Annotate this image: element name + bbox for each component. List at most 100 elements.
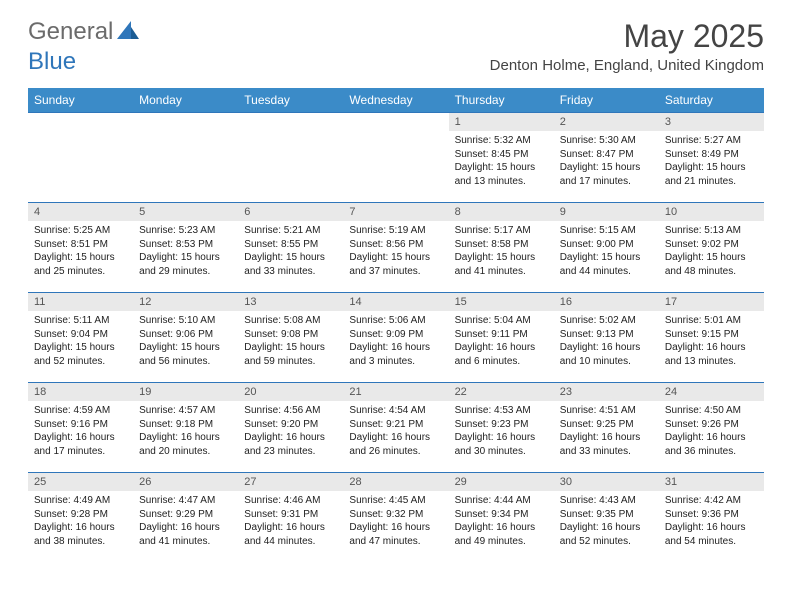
day-number: 9	[554, 203, 659, 221]
day-line: Sunrise: 4:45 AM	[349, 494, 442, 508]
day-line: Sunset: 9:36 PM	[665, 508, 758, 522]
day-line: and 30 minutes.	[455, 445, 548, 459]
day-line: Sunset: 8:53 PM	[139, 238, 232, 252]
day-line: and 21 minutes.	[665, 175, 758, 189]
day-number: 5	[133, 203, 238, 221]
day-line: Sunset: 9:06 PM	[139, 328, 232, 342]
calendar-table: SundayMondayTuesdayWednesdayThursdayFrid…	[28, 88, 764, 563]
day-line: Daylight: 15 hours	[455, 251, 548, 265]
day-line: and 52 minutes.	[560, 535, 653, 549]
day-line: Daylight: 16 hours	[139, 521, 232, 535]
calendar-day-cell: 18Sunrise: 4:59 AMSunset: 9:16 PMDayligh…	[28, 383, 133, 473]
day-line: Daylight: 15 hours	[244, 341, 337, 355]
day-line: Daylight: 16 hours	[665, 521, 758, 535]
weekday-header: Monday	[133, 88, 238, 113]
day-line: Sunrise: 5:30 AM	[560, 134, 653, 148]
day-text: Sunrise: 4:44 AMSunset: 9:34 PMDaylight:…	[449, 491, 554, 552]
day-line: and 44 minutes.	[560, 265, 653, 279]
day-line: Sunset: 9:20 PM	[244, 418, 337, 432]
day-text: Sunrise: 4:57 AMSunset: 9:18 PMDaylight:…	[133, 401, 238, 462]
calendar-day-cell: 17Sunrise: 5:01 AMSunset: 9:15 PMDayligh…	[659, 293, 764, 383]
day-text: Sunrise: 4:59 AMSunset: 9:16 PMDaylight:…	[28, 401, 133, 462]
day-line: and 41 minutes.	[455, 265, 548, 279]
day-number: 23	[554, 383, 659, 401]
day-line: Sunrise: 5:13 AM	[665, 224, 758, 238]
calendar-day-cell: 26Sunrise: 4:47 AMSunset: 9:29 PMDayligh…	[133, 473, 238, 563]
calendar-day-cell: 20Sunrise: 4:56 AMSunset: 9:20 PMDayligh…	[238, 383, 343, 473]
logo-text-blue: Blue	[28, 48, 76, 75]
day-number: 22	[449, 383, 554, 401]
day-line: Sunrise: 4:43 AM	[560, 494, 653, 508]
calendar-day-cell	[133, 113, 238, 203]
day-line: Sunset: 9:04 PM	[34, 328, 127, 342]
day-text: Sunrise: 4:50 AMSunset: 9:26 PMDaylight:…	[659, 401, 764, 462]
day-number: 14	[343, 293, 448, 311]
day-text: Sunrise: 4:56 AMSunset: 9:20 PMDaylight:…	[238, 401, 343, 462]
day-line: and 41 minutes.	[139, 535, 232, 549]
day-text: Sunrise: 4:45 AMSunset: 9:32 PMDaylight:…	[343, 491, 448, 552]
day-line: and 37 minutes.	[349, 265, 442, 279]
day-line: and 6 minutes.	[455, 355, 548, 369]
day-line: Sunset: 9:23 PM	[455, 418, 548, 432]
weekday-header: Tuesday	[238, 88, 343, 113]
day-line: Sunrise: 5:06 AM	[349, 314, 442, 328]
day-number: 12	[133, 293, 238, 311]
day-line: and 10 minutes.	[560, 355, 653, 369]
calendar-head: SundayMondayTuesdayWednesdayThursdayFrid…	[28, 88, 764, 113]
location-subtitle: Denton Holme, England, United Kingdom	[490, 57, 764, 74]
day-line: Sunrise: 5:32 AM	[455, 134, 548, 148]
day-line: Sunset: 9:18 PM	[139, 418, 232, 432]
day-number: 17	[659, 293, 764, 311]
calendar-day-cell: 29Sunrise: 4:44 AMSunset: 9:34 PMDayligh…	[449, 473, 554, 563]
day-text: Sunrise: 5:04 AMSunset: 9:11 PMDaylight:…	[449, 311, 554, 372]
calendar-day-cell: 19Sunrise: 4:57 AMSunset: 9:18 PMDayligh…	[133, 383, 238, 473]
day-text: Sunrise: 5:10 AMSunset: 9:06 PMDaylight:…	[133, 311, 238, 372]
day-line: and 54 minutes.	[665, 535, 758, 549]
day-line: Sunrise: 4:51 AM	[560, 404, 653, 418]
day-line: Daylight: 16 hours	[34, 521, 127, 535]
calendar-day-cell: 1Sunrise: 5:32 AMSunset: 8:45 PMDaylight…	[449, 113, 554, 203]
day-line: Sunset: 8:56 PM	[349, 238, 442, 252]
day-text: Sunrise: 5:06 AMSunset: 9:09 PMDaylight:…	[343, 311, 448, 372]
calendar-day-cell: 11Sunrise: 5:11 AMSunset: 9:04 PMDayligh…	[28, 293, 133, 383]
day-line: and 25 minutes.	[34, 265, 127, 279]
day-text	[133, 119, 238, 126]
calendar-week-row: 25Sunrise: 4:49 AMSunset: 9:28 PMDayligh…	[28, 473, 764, 563]
day-line: Sunrise: 5:04 AM	[455, 314, 548, 328]
day-line: and 33 minutes.	[560, 445, 653, 459]
calendar-day-cell: 2Sunrise: 5:30 AMSunset: 8:47 PMDaylight…	[554, 113, 659, 203]
header: General May 2025 Denton Holme, England, …	[0, 0, 792, 80]
day-text	[343, 119, 448, 126]
calendar-day-cell: 23Sunrise: 4:51 AMSunset: 9:25 PMDayligh…	[554, 383, 659, 473]
day-line: Sunrise: 4:46 AM	[244, 494, 337, 508]
day-line: and 47 minutes.	[349, 535, 442, 549]
calendar-day-cell: 15Sunrise: 5:04 AMSunset: 9:11 PMDayligh…	[449, 293, 554, 383]
day-number: 30	[554, 473, 659, 491]
day-number: 27	[238, 473, 343, 491]
day-text: Sunrise: 5:32 AMSunset: 8:45 PMDaylight:…	[449, 131, 554, 192]
day-text: Sunrise: 5:17 AMSunset: 8:58 PMDaylight:…	[449, 221, 554, 282]
calendar-day-cell: 10Sunrise: 5:13 AMSunset: 9:02 PMDayligh…	[659, 203, 764, 293]
day-number: 2	[554, 113, 659, 131]
day-number: 3	[659, 113, 764, 131]
day-text: Sunrise: 4:53 AMSunset: 9:23 PMDaylight:…	[449, 401, 554, 462]
day-line: Daylight: 16 hours	[34, 431, 127, 445]
day-text: Sunrise: 5:19 AMSunset: 8:56 PMDaylight:…	[343, 221, 448, 282]
logo-text-general: General	[28, 18, 113, 46]
day-line: Sunset: 9:21 PM	[349, 418, 442, 432]
day-line: and 3 minutes.	[349, 355, 442, 369]
day-line: Sunset: 9:02 PM	[665, 238, 758, 252]
weekday-row: SundayMondayTuesdayWednesdayThursdayFrid…	[28, 88, 764, 113]
day-line: Sunrise: 4:49 AM	[34, 494, 127, 508]
calendar-day-cell: 3Sunrise: 5:27 AMSunset: 8:49 PMDaylight…	[659, 113, 764, 203]
day-line: Daylight: 16 hours	[455, 521, 548, 535]
day-line: Sunset: 9:16 PM	[34, 418, 127, 432]
day-line: Daylight: 15 hours	[560, 251, 653, 265]
day-text: Sunrise: 5:21 AMSunset: 8:55 PMDaylight:…	[238, 221, 343, 282]
day-text: Sunrise: 5:23 AMSunset: 8:53 PMDaylight:…	[133, 221, 238, 282]
day-line: Daylight: 16 hours	[455, 341, 548, 355]
day-number: 13	[238, 293, 343, 311]
day-line: Sunrise: 5:25 AM	[34, 224, 127, 238]
day-line: and 13 minutes.	[665, 355, 758, 369]
calendar-week-row: 4Sunrise: 5:25 AMSunset: 8:51 PMDaylight…	[28, 203, 764, 293]
